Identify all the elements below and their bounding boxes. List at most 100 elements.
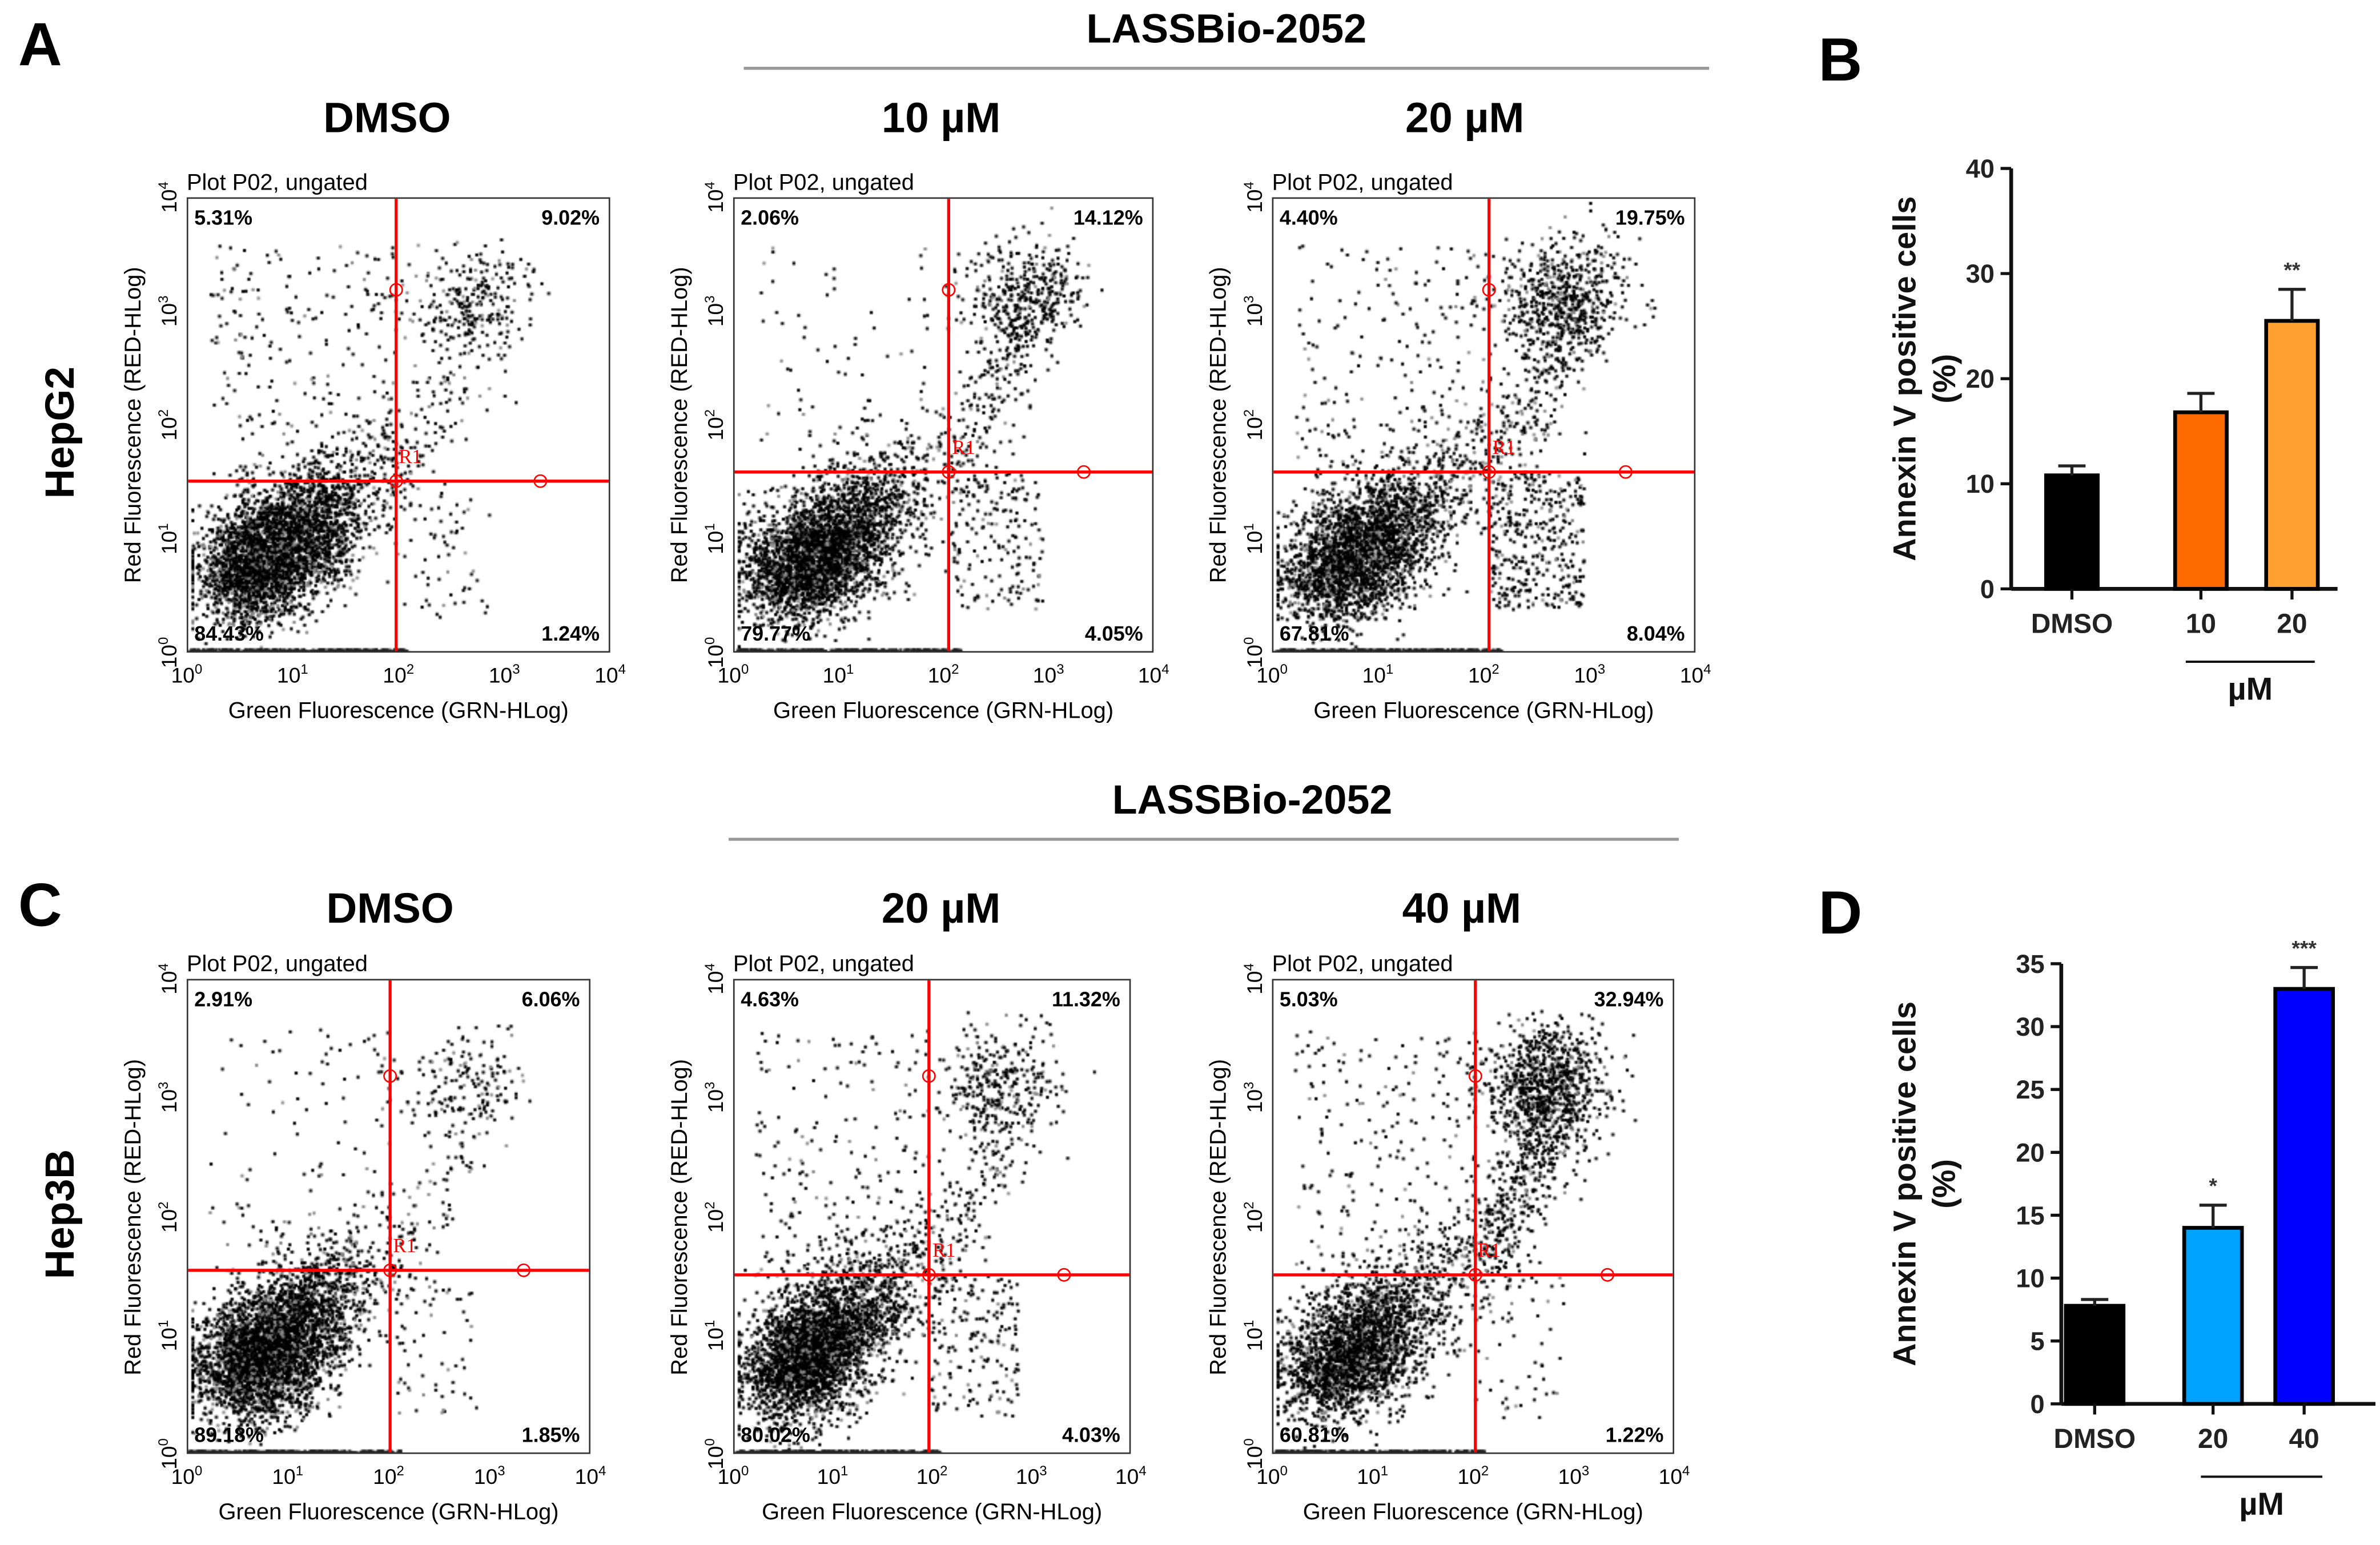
tick-exponent: 1 (841, 1463, 849, 1479)
x-tick-label: 104 (1115, 1463, 1147, 1488)
tick-exponent: 3 (497, 1463, 505, 1479)
tick-base: 10 (703, 644, 728, 669)
gate-handle-top[interactable] (942, 283, 956, 297)
gate-handle-top[interactable] (1482, 283, 1497, 297)
bar-chart-b: 0 10 20 30 40 DMSO 10 20 ** µM Annexin V positive … (1887, 154, 2338, 706)
tick-base: 10 (156, 189, 182, 213)
tick-exponent: 1 (155, 523, 171, 531)
tick-base: 10 (156, 644, 182, 669)
gate-handle-top[interactable] (383, 1068, 397, 1083)
tick-base: 10 (574, 1464, 599, 1488)
tick-exponent: 3 (1597, 661, 1606, 677)
tick-exponent: 1 (300, 661, 308, 677)
tick-base: 10 (488, 662, 513, 687)
quadrant-percent-ll: 60.81% (1279, 1423, 1349, 1447)
x-tick-label: 103 (489, 662, 520, 687)
x-axis-label: Green Fluorescence (GRN-HLog) (218, 1499, 559, 1526)
tick-base: 10 (703, 971, 728, 995)
x-tick-label: 101 (1357, 1463, 1388, 1488)
y-tick-label: 25 (2016, 1075, 2044, 1104)
gate-handle-right[interactable] (516, 1263, 530, 1277)
quadrant-percent-lr: 1.24% (541, 622, 600, 645)
gate-handle-right[interactable] (1618, 465, 1632, 479)
gate-vertical-line[interactable] (1488, 199, 1491, 651)
tick-base: 10 (1242, 1327, 1267, 1351)
tick-base: 10 (817, 1464, 841, 1488)
gate-handle-center[interactable] (942, 465, 956, 479)
tick-exponent: 4 (1139, 1463, 1147, 1479)
y-tick-label: 0 (1980, 574, 1995, 603)
quadrant-percent-ll: 80.02% (741, 1423, 810, 1447)
x-tick-label: 100 (1256, 662, 1288, 687)
gate-handle-right[interactable] (1600, 1268, 1614, 1282)
tick-base: 10 (156, 1446, 182, 1470)
gate-vertical-line[interactable] (394, 199, 397, 651)
tick-exponent: 4 (1161, 661, 1169, 677)
tick-exponent: 1 (1380, 1463, 1389, 1479)
x-tick-label: 10 (2186, 609, 2216, 639)
bar-dmso (2064, 1303, 2126, 1406)
gate-handle-right[interactable] (533, 474, 547, 488)
tick-exponent: 2 (155, 1201, 171, 1209)
x-tick-label: 104 (1138, 662, 1169, 687)
scatter-points (1273, 199, 1694, 651)
tick-base: 10 (927, 662, 952, 687)
tick-base: 10 (1242, 417, 1267, 441)
gate-vertical-line[interactable] (928, 980, 931, 1453)
tick-exponent: 4 (1703, 661, 1711, 677)
x-tick-label: 104 (1680, 662, 1711, 687)
tick-exponent: 4 (155, 182, 171, 190)
gate-handle-center[interactable] (1468, 1268, 1482, 1282)
gate-handle-center[interactable] (383, 1263, 397, 1277)
gate-handle-right[interactable] (1076, 465, 1091, 479)
x-tick-label: 40 (2289, 1424, 2319, 1454)
tick-base: 10 (473, 1464, 498, 1488)
gate-vertical-line[interactable] (388, 980, 392, 1453)
tick-base: 10 (1242, 1089, 1267, 1113)
gate-region-label: R1 (1477, 1238, 1501, 1262)
tick-exponent: 1 (846, 661, 854, 677)
tick-exponent: 0 (1280, 1463, 1288, 1479)
x-tick-label: 101 (272, 1463, 303, 1488)
x-tick-label: 101 (823, 662, 854, 687)
tick-base: 10 (1256, 1464, 1280, 1488)
significance-marker: *** (2291, 936, 2317, 960)
tick-exponent: 1 (1241, 1319, 1257, 1327)
scatter-plot: R1 5.03% 32.94% 60.81% 1.22% (1272, 979, 1674, 1454)
gate-handle-center[interactable] (1482, 465, 1497, 479)
y-tick-label: 104 (156, 963, 181, 995)
y-tick-label: 15 (2016, 1201, 2044, 1230)
gate-handle-right[interactable] (1058, 1268, 1072, 1282)
gate-handle-center[interactable] (922, 1268, 936, 1282)
tick-base: 10 (1574, 662, 1598, 687)
y-tick-label: 30 (2016, 1012, 2044, 1041)
y-tick-label: 101 (156, 523, 181, 554)
gate-handle-center[interactable] (389, 474, 403, 488)
quadrant-percent-lr: 4.05% (1084, 622, 1143, 645)
bar-10 (2173, 410, 2229, 591)
y-axis-label: Red Fluorescence (RED-HLog) (667, 267, 693, 584)
quadrant-percent-ll: 79.77% (741, 622, 810, 645)
x-tick-label: 103 (1016, 1463, 1047, 1488)
x-tick-label: 103 (474, 1463, 505, 1488)
tick-base: 10 (1242, 1208, 1267, 1232)
gate-vertical-line[interactable] (1473, 980, 1477, 1453)
scatter-points (188, 199, 609, 651)
x-tick-label: 104 (1659, 1463, 1690, 1488)
tick-exponent: 3 (1039, 1463, 1047, 1479)
plot-title: Plot P02, ungated (1272, 951, 1453, 977)
gate-handle-top[interactable] (1468, 1068, 1482, 1083)
tick-exponent: 3 (155, 295, 171, 303)
tick-base: 10 (594, 662, 618, 687)
gate-handle-top[interactable] (922, 1068, 936, 1083)
gate-vertical-line[interactable] (947, 199, 951, 651)
y-tick-label: 103 (1241, 296, 1267, 327)
tick-base: 10 (1115, 1464, 1139, 1488)
y-axis-label: Red Fluorescence (RED-HLog) (1205, 1058, 1232, 1375)
gate-handle-top[interactable] (389, 283, 403, 297)
y-axis-label: Red Fluorescence (RED-HLog) (120, 1058, 147, 1375)
y-tick-label: 104 (702, 182, 727, 213)
tick-exponent: 1 (702, 1319, 718, 1327)
tick-exponent: 2 (951, 661, 959, 677)
y-axis-label: Annexin V positive cells (1887, 1001, 1923, 1366)
